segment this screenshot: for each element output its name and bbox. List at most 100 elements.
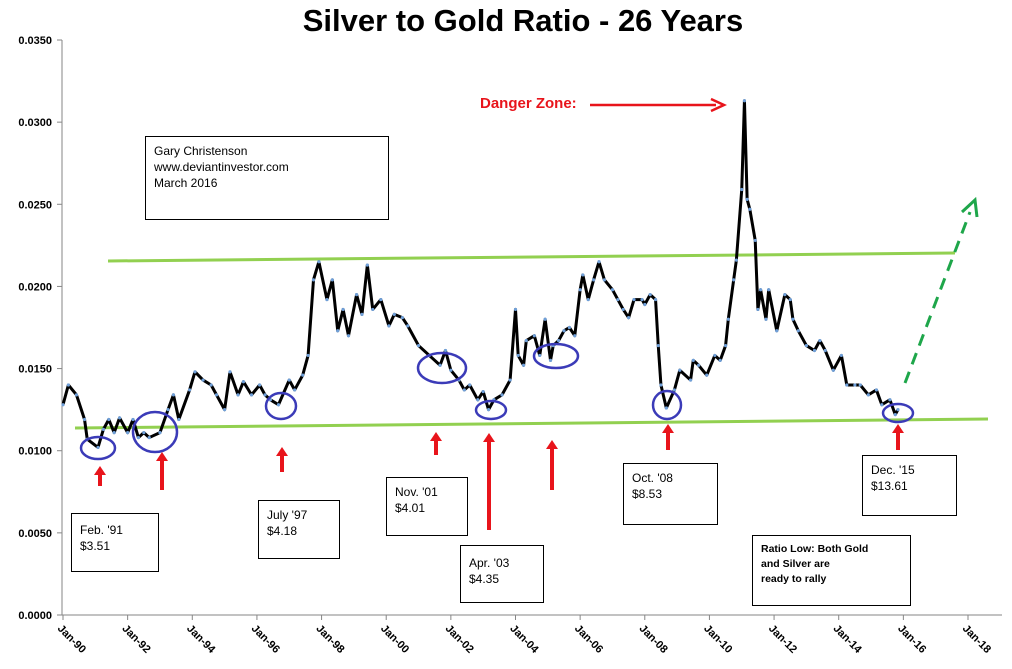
data-point xyxy=(400,316,404,320)
data-point xyxy=(187,388,192,392)
lower-trend-line xyxy=(74,417,989,430)
data-point xyxy=(656,343,660,348)
low-price: $4.01 xyxy=(395,501,426,515)
data-point xyxy=(171,393,176,397)
trend-lines xyxy=(74,251,989,430)
low-circle xyxy=(532,342,580,370)
x-tick-label: Jan-14 xyxy=(831,623,865,657)
low-box-apr-03: Apr. '03 $4.35 xyxy=(460,545,544,603)
data-point xyxy=(664,406,668,410)
data-point xyxy=(845,383,849,387)
low-circle xyxy=(79,435,117,461)
data-point xyxy=(562,329,566,333)
data-point xyxy=(745,197,749,201)
data-point xyxy=(578,288,582,292)
data-point xyxy=(158,431,162,435)
data-point xyxy=(258,383,262,387)
data-point xyxy=(516,353,520,358)
up-arrow-icon-head xyxy=(546,440,558,449)
data-point xyxy=(697,363,701,367)
data-point xyxy=(796,329,800,333)
x-tick-label: Jan-10 xyxy=(701,623,734,656)
x-tick-label: Jan-18 xyxy=(960,623,993,656)
data-point xyxy=(354,293,359,297)
data-point xyxy=(742,99,747,103)
x-tick-label: Jan-98 xyxy=(313,623,346,656)
data-point xyxy=(276,403,281,407)
low-circle xyxy=(474,399,508,421)
data-point xyxy=(387,324,391,328)
data-point xyxy=(610,288,615,292)
x-axis: Jan-90 Jan-92 Jan-94 Jan-96 Jan-98 Jan-00 Jan-… xyxy=(55,614,1002,657)
data-point xyxy=(416,343,421,348)
data-point xyxy=(521,363,526,367)
data-point xyxy=(236,393,240,397)
x-tick-label: Jan-08 xyxy=(637,623,670,656)
data-point xyxy=(538,353,542,358)
chart-title: Silver to Gold Ratio - 26 Years xyxy=(303,3,743,38)
data-point xyxy=(379,297,383,302)
data-point xyxy=(893,412,897,417)
data-point xyxy=(756,307,760,312)
data-point xyxy=(597,260,601,264)
low-circle xyxy=(881,402,915,424)
low-price: $8.53 xyxy=(632,487,663,501)
data-point xyxy=(874,388,879,392)
data-point xyxy=(249,393,254,397)
data-point xyxy=(468,383,472,387)
up-arrow-icon-head xyxy=(430,432,442,441)
data-point xyxy=(325,297,329,302)
data-point xyxy=(147,435,151,440)
data-point xyxy=(581,273,585,277)
data-point xyxy=(311,278,316,282)
low-circle xyxy=(131,410,179,454)
data-point xyxy=(688,378,693,382)
data-point xyxy=(818,339,822,343)
data-point xyxy=(643,302,647,307)
up-arrow-icon-head xyxy=(662,424,674,433)
data-point xyxy=(508,378,512,382)
data-point xyxy=(586,297,590,302)
up-arrow-icon-head xyxy=(892,424,904,433)
data-point xyxy=(753,238,757,243)
x-tick-label: Jan-00 xyxy=(378,623,411,656)
data-point xyxy=(627,316,631,320)
data-point xyxy=(449,368,453,372)
x-tick-label: Jan-04 xyxy=(507,623,541,657)
low-price: $4.35 xyxy=(469,572,500,586)
data-point xyxy=(74,393,79,397)
low-circle xyxy=(651,389,683,421)
data-point xyxy=(567,325,571,330)
up-arrow-icon-head xyxy=(276,447,288,456)
data-point xyxy=(705,373,709,377)
data-point xyxy=(767,288,771,292)
data-point xyxy=(263,393,267,397)
data-point xyxy=(481,389,485,394)
data-point xyxy=(371,307,375,312)
y-tick-label: 0.0150 xyxy=(18,364,52,376)
data-point xyxy=(616,297,620,302)
data-point xyxy=(839,353,844,358)
data-point xyxy=(142,431,146,435)
low-box-jul-97: July '97 $4.18 xyxy=(258,500,340,559)
data-point xyxy=(101,427,106,431)
low-price: $13.61 xyxy=(871,479,908,493)
x-tick-label: Jan-02 xyxy=(443,623,476,656)
data-point xyxy=(82,417,87,422)
data-point xyxy=(556,339,561,343)
data-point xyxy=(66,383,70,387)
y-tick-label: 0.0300 xyxy=(18,117,52,129)
data-point xyxy=(640,297,644,302)
data-point xyxy=(648,293,652,297)
data-point xyxy=(131,417,135,422)
data-point xyxy=(896,408,900,412)
data-point xyxy=(602,278,606,282)
ratio-low-note: Ratio Low: Both Gold and Silver are read… xyxy=(752,535,911,606)
note-line: and Silver are xyxy=(761,558,830,570)
data-point xyxy=(764,317,768,321)
series-silver-gold-ratio xyxy=(61,99,900,450)
data-point xyxy=(177,417,181,422)
data-point xyxy=(223,408,227,412)
data-point xyxy=(524,339,528,343)
